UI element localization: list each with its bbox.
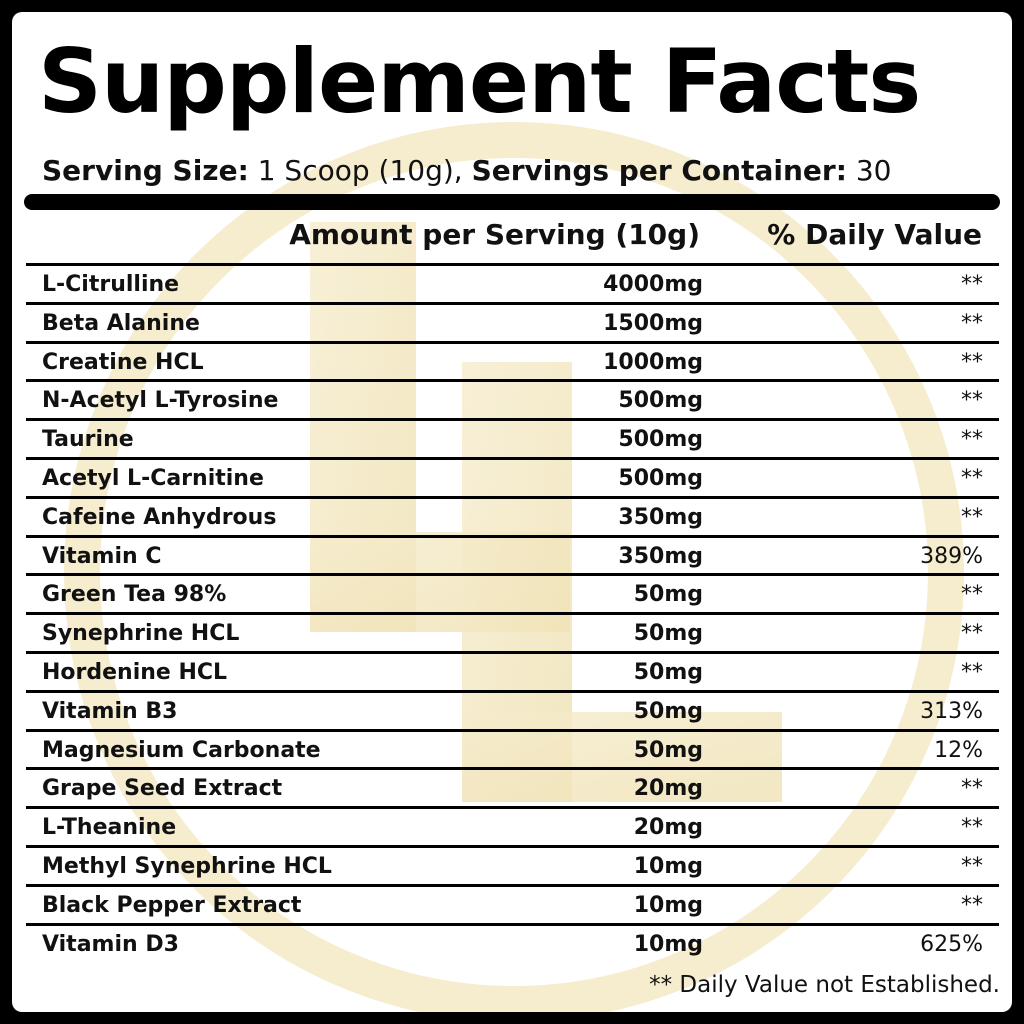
ingredient-daily-value: 625% (920, 931, 983, 957)
ingredient-amount: 10mg (633, 892, 703, 918)
table-row: Vitamin D3 10mg 625% (26, 922, 999, 962)
ingredient-daily-value: ** (961, 621, 983, 647)
ingredient-daily-value: ** (961, 659, 983, 685)
ingredient-daily-value: ** (961, 815, 983, 841)
table-row: Cafeine Anhydrous 350mg ** (26, 495, 999, 535)
table-row: Vitamin C 350mg 389% (26, 534, 999, 574)
ingredient-amount: 10mg (633, 931, 703, 957)
ingredient-name: Magnesium Carbonate (42, 737, 321, 763)
serving-size-value: 1 Scoop (10g), (257, 154, 463, 187)
ingredient-name: Taurine (42, 427, 134, 453)
ingredient-amount: 20mg (633, 815, 703, 841)
daily-value-column-header: % Daily Value (767, 218, 982, 251)
table-row: Black Pepper Extract 10mg ** (26, 883, 999, 923)
ingredient-daily-value: 389% (920, 543, 983, 569)
table-row: Creatine HCL 1000mg ** (26, 340, 999, 380)
table-row: Green Tea 98% 50mg ** (26, 573, 999, 612)
ingredient-name: Vitamin D3 (42, 931, 179, 957)
ingredient-name: Cafeine Anhydrous (42, 504, 277, 530)
supplement-facts-panel: Supplement Facts Serving Size: 1 Scoop (… (12, 12, 1012, 1012)
ingredient-amount: 50mg (633, 737, 703, 763)
ingredient-daily-value: 12% (934, 737, 983, 763)
ingredient-name: Grape Seed Extract (42, 776, 283, 802)
ingredient-daily-value: ** (961, 465, 983, 491)
serving-size-label: Serving Size: (42, 154, 249, 187)
ingredient-name: Vitamin C (42, 543, 162, 569)
servings-per-container-value: 30 (855, 154, 892, 187)
ingredients-table: L-Citrulline 4000mg ** Beta Alanine 1500mg **… (26, 263, 999, 961)
ingredient-daily-value: ** (961, 427, 983, 453)
serving-info: Serving Size: 1 Scoop (10g), Servings pe… (42, 154, 891, 187)
servings-per-container-label: Servings per Container: (471, 154, 847, 187)
ingredient-name: Black Pepper Extract (42, 892, 302, 918)
ingredient-name: N-Acetyl L-Tyrosine (42, 388, 279, 414)
ingredient-daily-value: ** (961, 582, 983, 608)
amount-column-header: Amount per Serving (10g) (289, 218, 700, 251)
ingredient-amount: 500mg (618, 465, 703, 491)
ingredient-amount: 500mg (618, 427, 703, 453)
ingredient-daily-value: 313% (920, 698, 983, 724)
table-row: N-Acetyl L-Tyrosine 500mg ** (26, 379, 999, 418)
page-title: Supplement Facts (38, 30, 921, 133)
ingredient-daily-value: ** (961, 504, 983, 530)
table-row: Grape Seed Extract 20mg ** (26, 767, 999, 806)
ingredient-name: L-Theanine (42, 815, 177, 841)
table-row: Taurine 500mg ** (26, 418, 999, 457)
ingredient-amount: 1000mg (603, 349, 703, 375)
ingredient-daily-value: ** (961, 388, 983, 414)
table-row: Hordenine HCL 50mg ** (26, 650, 999, 690)
table-row: Vitamin B3 50mg 313% (26, 689, 999, 729)
ingredient-amount: 50mg (633, 621, 703, 647)
table-row: Magnesium Carbonate 50mg 12% (26, 728, 999, 768)
table-row: L-Theanine 20mg ** (26, 806, 999, 845)
header-divider (24, 194, 1000, 210)
ingredient-amount: 50mg (633, 582, 703, 608)
ingredient-amount: 500mg (618, 388, 703, 414)
ingredient-name: Synephrine HCL (42, 621, 240, 647)
ingredient-name: Vitamin B3 (42, 698, 178, 724)
ingredient-daily-value: ** (961, 310, 983, 336)
table-row: Acetyl L-Carnitine 500mg ** (26, 456, 999, 496)
ingredient-daily-value: ** (961, 892, 983, 918)
ingredient-amount: 4000mg (603, 272, 703, 297)
table-row: L-Citrulline 4000mg ** (26, 263, 999, 302)
ingredient-daily-value: ** (961, 776, 983, 802)
ingredient-name: Green Tea 98% (42, 582, 227, 608)
table-row: Methyl Synephrine HCL 10mg ** (26, 844, 999, 884)
ingredient-amount: 350mg (618, 543, 703, 569)
ingredient-amount: 1500mg (603, 310, 703, 336)
ingredient-daily-value: ** (961, 853, 983, 879)
table-row: Synephrine HCL 50mg ** (26, 612, 999, 651)
ingredient-amount: 50mg (633, 698, 703, 724)
ingredient-name: Methyl Synephrine HCL (42, 853, 332, 879)
ingredient-amount: 10mg (633, 853, 703, 879)
ingredient-name: Acetyl L-Carnitine (42, 465, 264, 491)
ingredient-amount: 50mg (633, 659, 703, 685)
ingredient-name: Hordenine HCL (42, 659, 228, 685)
ingredient-amount: 350mg (618, 504, 703, 530)
ingredient-name: Beta Alanine (42, 310, 200, 336)
ingredient-name: Creatine HCL (42, 349, 204, 375)
ingredient-daily-value: ** (961, 349, 983, 375)
ingredient-amount: 20mg (633, 776, 703, 802)
ingredient-daily-value: ** (961, 272, 983, 297)
ingredient-name: L-Citrulline (42, 272, 180, 297)
table-row: Beta Alanine 1500mg ** (26, 301, 999, 341)
footnote: ** Daily Value not Established. (649, 972, 1000, 998)
